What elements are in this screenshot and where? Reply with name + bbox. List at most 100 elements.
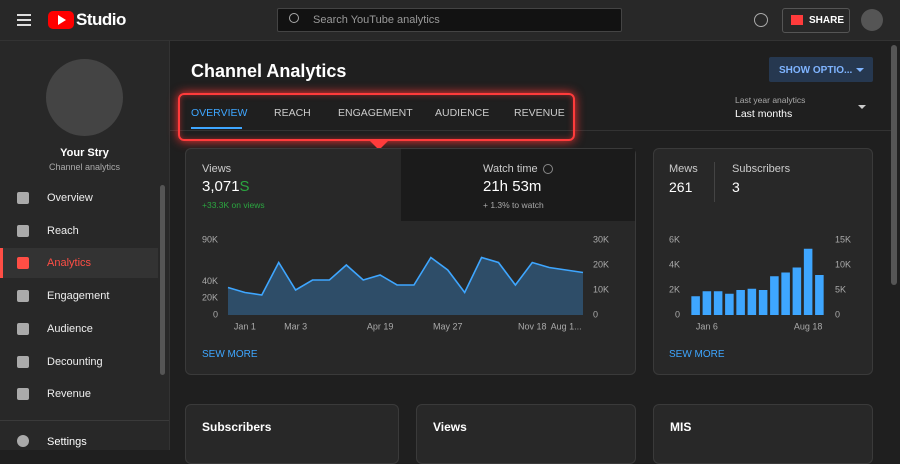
y2-tick-label: 30K	[593, 234, 609, 244]
sidebar-icon	[17, 192, 29, 204]
bar	[747, 288, 757, 315]
views-change: +33.3K on views	[202, 200, 265, 210]
sidebar-icon	[17, 257, 29, 270]
y-tick-label: 90K	[202, 234, 218, 244]
tabs-highlight	[178, 93, 575, 141]
tab[interactable]: REACH	[274, 107, 311, 119]
highlight-pointer	[370, 141, 388, 150]
sidebar-item[interactable]: Engagement	[0, 281, 158, 311]
sidebar-item[interactable]: Analytics	[0, 248, 158, 279]
help-icon[interactable]	[754, 13, 768, 27]
date-caret	[858, 105, 866, 109]
metric-card-title: MIS	[670, 420, 692, 434]
metric-card: MIS	[653, 404, 873, 464]
sidebar-label: Overview	[47, 192, 93, 204]
divider	[0, 420, 169, 421]
logo-play	[58, 15, 66, 25]
sidebar-icon	[17, 224, 29, 237]
y-tick-label: 0	[675, 309, 680, 319]
views-suffix: S	[239, 178, 250, 195]
side-see-more-link[interactable]: SEW MORE	[669, 349, 725, 360]
page: Studio Search YouTube analytics SHARE Yo…	[0, 8, 900, 464]
side-views-label: Mews	[669, 163, 698, 175]
tab-underline	[191, 127, 242, 129]
sidebar-item[interactable]: Overview	[0, 183, 158, 213]
y2-tick-label: 20K	[593, 259, 609, 269]
metric-card: Views	[416, 404, 636, 464]
menu-button[interactable]	[17, 14, 31, 16]
date-label: Last year analytics	[735, 95, 806, 105]
dropdown-caret	[856, 68, 864, 72]
y-tick-label: 40K	[202, 276, 218, 286]
watch-change: + 1.3% to watch	[483, 200, 544, 210]
date-value[interactable]: Last months	[735, 108, 793, 120]
tab[interactable]: ENGAGEMENT	[338, 107, 413, 119]
y2-tick-label: 0	[593, 309, 598, 319]
channel-name: Your Stry	[60, 147, 109, 159]
sidebar-scrollbar	[160, 185, 165, 375]
sidebar-icon	[17, 322, 29, 335]
active-indicator	[0, 248, 3, 279]
share-button[interactable]	[782, 8, 850, 33]
x-tick-label: Aug 1...	[551, 321, 582, 331]
line	[227, 256, 584, 296]
tabs-divider	[170, 130, 892, 131]
bar	[702, 291, 712, 315]
subs-value: 3	[732, 179, 740, 195]
sidebar-item[interactable]: Revenue	[0, 379, 158, 409]
sidebar-item[interactable]: Decounting	[0, 347, 158, 377]
channel-avatar	[46, 59, 123, 136]
search-placeholder: Search YouTube analytics	[313, 14, 440, 26]
tab[interactable]: AUDIENCE	[435, 107, 490, 119]
logo-text: Studio	[76, 10, 126, 29]
info-icon[interactable]	[543, 164, 553, 174]
sidebar-icon	[17, 388, 29, 401]
settings-label[interactable]: Settings	[47, 436, 87, 448]
main-scrollbar	[891, 45, 897, 285]
views-number: 3,071	[202, 178, 240, 195]
y-tick-label: 20K	[202, 293, 218, 303]
share-icon	[791, 15, 803, 25]
sidebar-item[interactable]: Reach	[0, 216, 158, 246]
y2-tick-label: 5K	[835, 284, 846, 294]
bar	[770, 276, 779, 315]
see-more-link[interactable]: SEW MORE	[202, 349, 258, 360]
bar	[725, 293, 734, 315]
avatar[interactable]	[861, 9, 883, 31]
y2-tick-label: 15K	[835, 234, 851, 244]
show-options-label: SHOW OPTIO...	[779, 65, 853, 76]
y-tick-label: 0	[213, 309, 218, 319]
page-title: Channel Analytics	[191, 61, 347, 81]
divider	[714, 162, 715, 202]
x-tick-label: Jan 6	[696, 321, 718, 331]
x-tick-label: May 27	[433, 321, 463, 331]
bar	[803, 248, 813, 315]
subs-label: Subscribers	[732, 163, 791, 175]
metric-card-title: Views	[433, 420, 467, 434]
sidebar-label: Decounting	[47, 355, 103, 368]
y2-tick-label: 10K	[593, 284, 609, 294]
bar	[815, 275, 824, 315]
search-box[interactable]	[277, 8, 622, 32]
y-tick-label: 4K	[669, 259, 680, 269]
tab[interactable]: REVENUE	[514, 107, 565, 119]
tab[interactable]: OVERVIEW	[191, 107, 248, 119]
settings-icon	[17, 435, 29, 447]
sidebar-item[interactable]: Audience	[0, 314, 158, 344]
bar	[713, 291, 723, 315]
sidebar-icon	[17, 290, 29, 303]
y-tick-label: 6K	[669, 234, 680, 244]
sidebar-label: Reach	[47, 224, 79, 237]
bar	[792, 267, 802, 315]
x-tick-label: Jan 1	[234, 321, 256, 331]
bar	[736, 290, 745, 315]
x-tick-label: Aug 18	[794, 321, 823, 331]
sidebar-label: Engagement	[47, 290, 110, 303]
y-tick-label: 2K	[669, 284, 680, 294]
search-icon	[289, 13, 299, 23]
y2-tick-label: 0	[835, 309, 840, 319]
show-options-button[interactable]	[769, 57, 873, 82]
bar	[781, 272, 790, 315]
share-label: SHARE	[809, 15, 845, 26]
sidebar-label: Analytics	[47, 257, 92, 270]
